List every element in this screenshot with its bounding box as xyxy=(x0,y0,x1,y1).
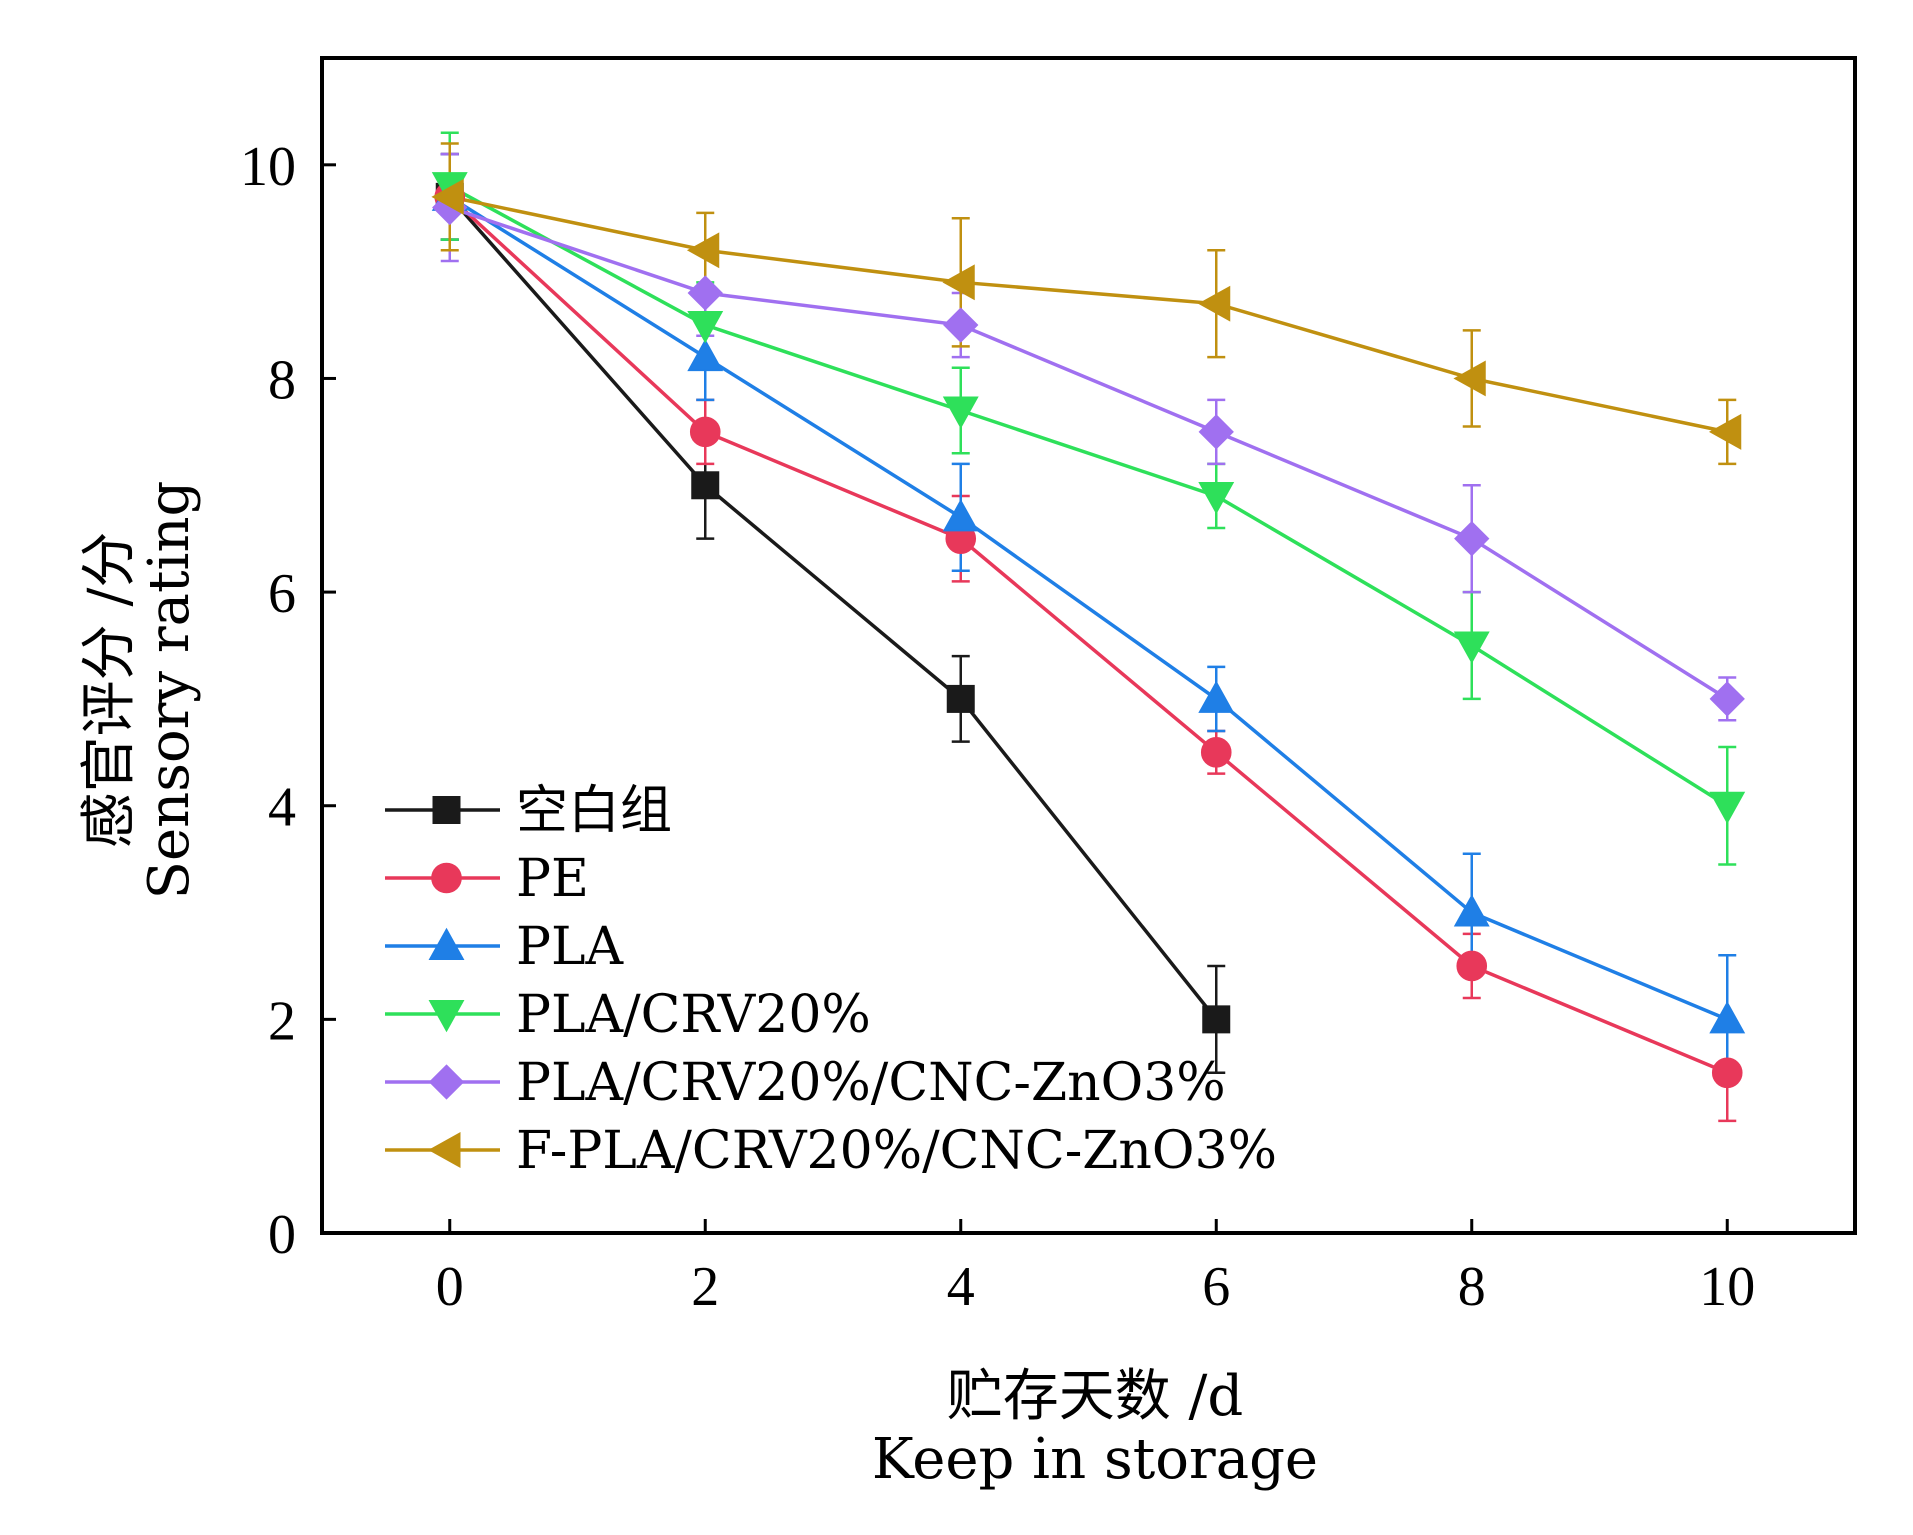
legend-entry-4-swatch-marker xyxy=(428,1000,465,1033)
series-lines xyxy=(448,184,1729,1075)
y-axis-title-en: Sensory rating xyxy=(137,481,202,900)
series-4-pla-crv20-point xyxy=(1453,631,1490,664)
legend: 空白组 PE PLA PLA/CRV20% PLA/CRV20%/CNC-ZnO3% F-… xyxy=(385,781,1277,1181)
series-5-pla-crv20-cnc-zno3-point xyxy=(1198,414,1234,450)
legend-entry-3-swatch-marker xyxy=(428,927,465,960)
series-4-pla-crv20-point xyxy=(687,311,724,344)
y-tick-label: 10 xyxy=(240,136,296,198)
error-bars xyxy=(440,131,1737,1123)
series-5-pla-crv20-cnc-zno3-point xyxy=(687,275,723,311)
series-2-pe-point xyxy=(689,416,721,448)
x-axis-ticks: 0 2 4 6 8 10 xyxy=(436,1219,1755,1318)
series-2-pe-line xyxy=(448,195,1728,1075)
legend-entry-6: F-PLA/CRV20%/CNC-ZnO3% xyxy=(385,1121,1277,1181)
series-4-pla-crv20-point xyxy=(1198,481,1235,515)
x-axis-title-en: Keep in storage xyxy=(872,1427,1318,1492)
y-tick-label: 6 xyxy=(268,563,296,625)
series-5-pla-crv20-cnc-zno3-point xyxy=(943,307,979,343)
y-tick-label: 2 xyxy=(268,990,296,1052)
x-tick-label: 6 xyxy=(1202,1256,1230,1318)
legend-entry-5-label: PLA/CRV20%/CNC-ZnO3% xyxy=(516,1053,1226,1113)
series-3-pla-point xyxy=(1453,894,1490,927)
series-4-pla-crv20-point xyxy=(1709,791,1746,825)
series-6-f-pla-crv20-cnc-zno3-point xyxy=(942,264,975,301)
series-1-blank-point xyxy=(1202,1005,1231,1034)
series-1-blank-point xyxy=(946,684,975,713)
series-4-pla-crv20-point xyxy=(942,396,979,429)
series-2-pe-point xyxy=(1711,1057,1743,1089)
series-2-pe-point xyxy=(1200,737,1232,768)
legend-entry-6-label: F-PLA/CRV20%/CNC-ZnO3% xyxy=(516,1121,1277,1181)
y-tick-label: 8 xyxy=(268,349,296,411)
y-tick-label: 4 xyxy=(268,777,296,839)
x-tick-label: 2 xyxy=(691,1256,719,1318)
series-6-f-pla-crv20-cnc-zno3-point xyxy=(1453,360,1486,397)
series-6-f-pla-crv20-cnc-zno3-point xyxy=(686,232,720,269)
legend-entry-1: 空白组 xyxy=(385,781,672,841)
series-5-pla-crv20-cnc-zno3-point xyxy=(1709,681,1745,717)
y-axis-ticks: 0 2 4 6 8 10 xyxy=(240,136,336,1266)
legend-entry-1-label: 空白组 xyxy=(516,781,672,841)
series-5-pla-crv20-cnc-zno3-point xyxy=(1454,521,1490,557)
series-3-pla-point xyxy=(942,499,979,532)
series-4-pla-crv20-line xyxy=(448,184,1729,808)
y-tick-label: 0 xyxy=(268,1204,296,1266)
series-3-pla-line xyxy=(448,195,1728,1021)
legend-entry-2-label: PE xyxy=(516,849,589,909)
series-1-blank-point xyxy=(691,471,720,500)
legend-entry-2: PE xyxy=(385,849,589,909)
series-3-pla-point xyxy=(1198,680,1235,713)
legend-entry-3: PLA xyxy=(385,917,625,977)
series-6-f-pla-crv20-cnc-zno3-point xyxy=(431,178,464,215)
series-6-f-pla-crv20-cnc-zno3-point xyxy=(1197,285,1231,322)
x-tick-label: 10 xyxy=(1699,1256,1755,1318)
legend-entry-2-swatch-marker xyxy=(431,862,462,894)
legend-entry-5: PLA/CRV20%/CNC-ZnO3% xyxy=(385,1053,1226,1113)
legend-entry-5-swatch-marker xyxy=(428,1064,465,1100)
series-2-pe-point xyxy=(1456,950,1488,982)
series-5-pla-crv20-cnc-zno3-line xyxy=(449,205,1729,701)
x-axis-title-zh: 贮存天数 /d xyxy=(947,1364,1244,1429)
legend-entry-3-label: PLA xyxy=(516,917,625,977)
series-6-f-pla-crv20-cnc-zno3-line xyxy=(449,195,1728,434)
legend-entry-6-swatch-marker xyxy=(428,1132,461,1168)
legend-entry-1-swatch-marker xyxy=(432,796,461,824)
series-3-pla-point xyxy=(1709,1001,1746,1034)
series-1-blank-line xyxy=(448,195,1218,1021)
series-markers xyxy=(431,172,1746,1089)
x-tick-label: 0 xyxy=(436,1256,464,1318)
y-axis-title-zh: 感官评分 /分 xyxy=(77,532,142,849)
x-tick-label: 4 xyxy=(947,1256,975,1318)
legend-entry-4-label: PLA/CRV20% xyxy=(516,985,871,1045)
plot-frame xyxy=(320,56,1857,1235)
x-tick-label: 8 xyxy=(1458,1256,1486,1318)
series-3-pla-point xyxy=(687,338,724,372)
series-6-f-pla-crv20-cnc-zno3-point xyxy=(1708,413,1742,450)
legend-entry-4: PLA/CRV20% xyxy=(385,985,871,1045)
